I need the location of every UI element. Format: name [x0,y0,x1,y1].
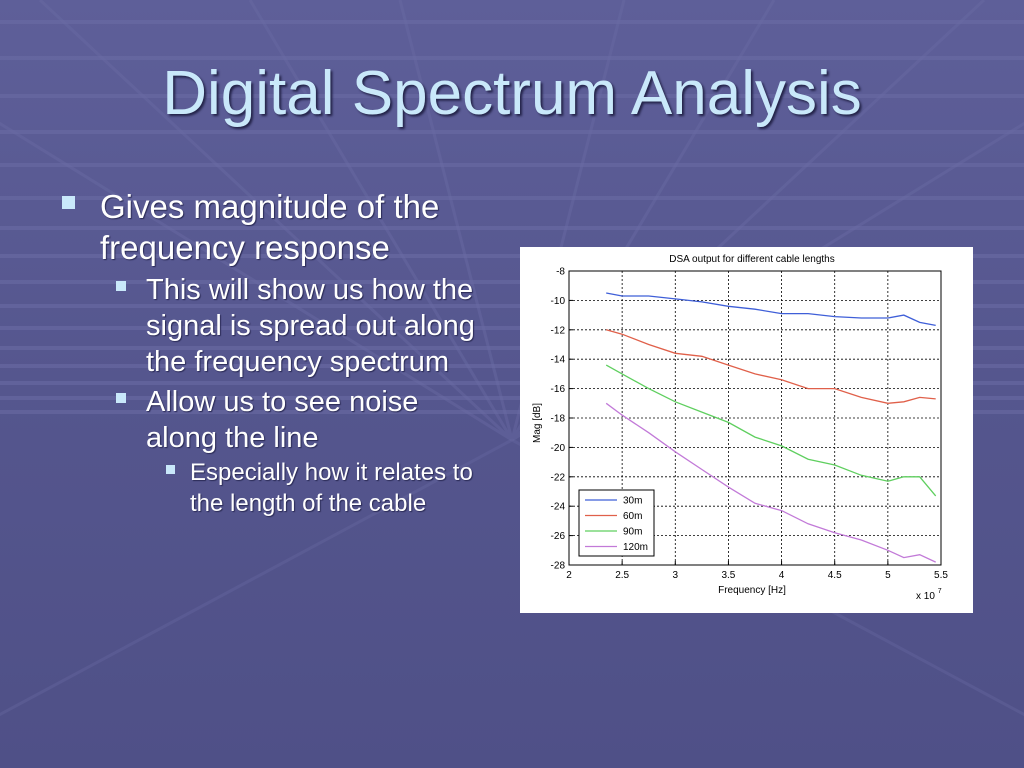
y-tick-label: -28 [551,561,566,572]
chart-image: DSA output for different cable lengths M… [520,247,973,613]
bullet-text: Allow us to see noise along the line [146,386,419,454]
bullet-text: This will show us how the signal is spre… [146,274,475,378]
y-tick-label: -10 [551,296,566,307]
square-bullet-icon [116,393,126,403]
series-line-120m [605,402,936,563]
chart-title: DSA output for different cable lengths [669,254,834,265]
x-multiplier-label: x 10 7 [916,588,942,602]
bullet-text: Gives magnitude of the frequency respons… [100,188,440,266]
square-bullet-icon [166,465,175,474]
sub-sub-bullet-item: Especially how it relates to the length … [166,458,492,519]
legend-label-120m: 120m [623,542,648,553]
series-line-60m [606,329,936,404]
sub-bullet-item: This will show us how the signal is spre… [110,272,492,380]
series-line-90m [605,364,937,497]
x-tick-label: 3.5 [721,570,735,581]
y-tick-label: -12 [551,325,566,336]
legend-label-90m: 90m [623,527,642,538]
plot-frame [568,270,942,566]
x-tick-label: 5.5 [934,570,948,581]
y-tick-label: -14 [551,355,566,366]
y-tick-label: -24 [551,502,566,513]
square-bullet-icon [62,196,75,209]
bullet-item: Gives magnitude of the frequency respons… [62,186,492,268]
legend-label-60m: 60m [623,511,642,522]
y-axis-label: Mag [dB] [532,403,543,443]
x-axis-label: Frequency [Hz] [718,585,786,596]
legend-label-30m: 30m [623,496,642,507]
x-tick-label: 4.5 [828,570,842,581]
x-multiplier-base: x 10 [916,591,935,602]
bullet-list: Gives magnitude of the frequency respons… [62,186,492,519]
x-tick-label: 5 [885,570,891,581]
x-multiplier-exponent: 7 [938,588,942,595]
y-tick-label: -18 [551,414,566,425]
y-tick-label: -8 [556,267,565,278]
line-chart: DSA output for different cable lengths M… [532,254,948,602]
bullet-text: Especially how it relates to the length … [190,459,473,517]
legend-box [578,489,655,557]
x-tick-label: 3 [673,570,679,581]
slide-title: Digital Spectrum Analysis [162,59,862,128]
series-line-30m [606,292,936,327]
x-tick-label: 2 [566,570,572,581]
y-tick-label: -20 [551,443,566,454]
y-tick-label: -16 [551,384,566,395]
sub-bullet-item: Allow us to see noise along the line [110,384,492,456]
square-bullet-icon [116,281,126,291]
y-tick-label: -22 [551,472,566,483]
y-tick-label: -26 [551,531,566,542]
x-tick-label: 4 [779,570,785,581]
x-tick-label: 2.5 [615,570,629,581]
